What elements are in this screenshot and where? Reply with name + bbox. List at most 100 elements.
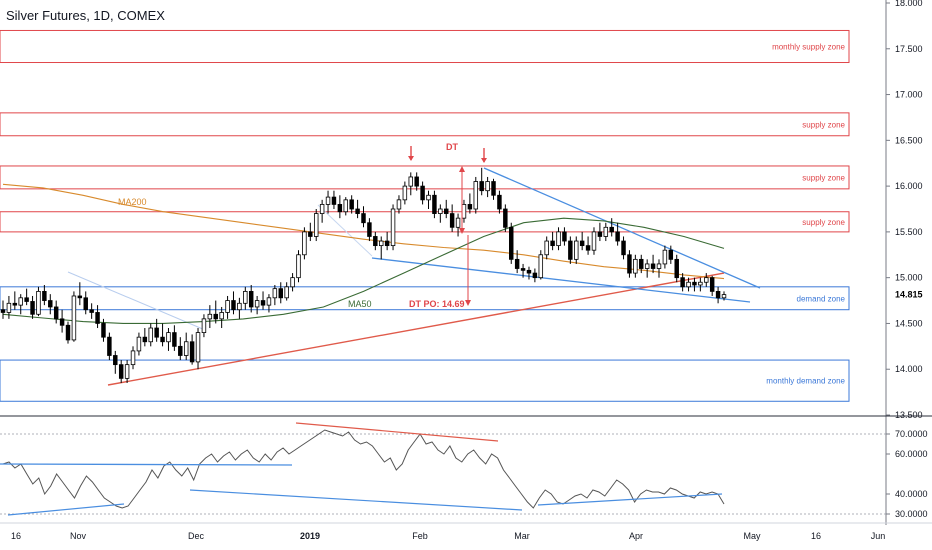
candle-body [698,281,703,286]
osc-tick-label: 70.0000 [895,429,928,439]
price-tick-label: 14.500 [895,318,923,328]
faint-trendline-1 [67,271,206,331]
candle-body [662,249,668,265]
dt-height-arrow-head-down [459,228,465,234]
candle-body [331,196,337,205]
candle-body [148,327,153,343]
candle-body [461,204,467,219]
candle-body [467,204,473,210]
candle-body [680,277,685,288]
dt-po-label: DT PO: 14.69 [409,299,465,309]
candle-body [609,226,614,233]
channel-lower-line [371,257,751,303]
candle-body [124,364,130,379]
time-tick-label: May [743,531,761,541]
candle-body [644,263,650,269]
dt-label: DT [446,142,458,152]
candle-body [520,268,526,271]
candle-body [136,336,142,352]
zone-rect [0,211,850,233]
candle-body [30,301,35,315]
candle-body [266,297,272,306]
candle-body [166,332,171,343]
price-tick-label: 18.000 [895,0,923,8]
candle-body [36,290,41,315]
osc-divergence-line-2 [7,503,125,516]
candle-body [621,240,626,256]
candle-body [0,309,6,313]
time-tick-label: Feb [412,531,428,541]
candle-body [355,208,360,214]
candle-body [497,194,502,210]
chart-title: Silver Futures, 1D, COMEX [6,8,165,23]
faint-trendline-2 [317,204,373,257]
time-tick-label: 16 [811,531,821,541]
candle-body [65,324,71,341]
candle-body [107,336,112,356]
candle-body [532,272,538,279]
candle-body [639,258,644,269]
zone-label: demand zone [797,294,846,303]
candle-body [272,288,278,299]
dt-top-arrow-1-head [408,156,414,161]
candle-body [160,336,165,343]
candle-body [130,350,136,366]
dt-top-arrow-2-head [481,158,487,163]
candle-body [308,231,313,237]
candle-body [260,300,266,306]
osc-divergence-line-3 [537,493,723,506]
candle-body [426,194,431,201]
price-tick-label: 17.000 [895,90,923,100]
price-tick-label: 16.000 [895,181,923,191]
dt-target-arrow-head [465,300,471,306]
candle-body [704,277,709,283]
candle-body [89,309,94,313]
candle-body [254,300,260,308]
candle-body [408,176,414,187]
zone-label: supply zone [802,120,845,129]
candle-body [284,286,289,299]
candle-body [367,222,372,237]
candle-body [627,254,632,274]
candle-body [455,217,461,228]
candle-body [213,313,218,320]
candle-body [656,263,662,269]
zone-label: supply zone [802,173,845,182]
osc-tick-label: 60.0000 [895,449,928,459]
candle-body [48,300,53,308]
candle-body [231,300,236,311]
candle-body [550,240,555,247]
time-tick-label: Mar [514,531,530,541]
price-tick-label: 17.500 [895,44,923,54]
candle-body [603,226,609,237]
candle-body [650,263,656,269]
candle-body [296,254,301,279]
candle-body [444,208,449,214]
candle-body [473,181,479,210]
candle-body [201,318,207,334]
candle-body [562,231,567,242]
candle-body [189,341,195,363]
candle-body [290,277,295,288]
dt-height-arrow-head-up [459,166,465,172]
candle-body [337,204,343,213]
candle-body [349,199,354,210]
zone-rect [0,359,850,402]
price-tick-label: 13.500 [895,410,923,420]
osc-divergence-line-1 [189,489,523,511]
rising-trendline [107,272,725,386]
candle-body [721,294,727,299]
candle-body [195,332,201,363]
candle-body [178,345,183,356]
channel-upper-line [483,167,761,289]
candle-body [503,208,508,228]
candle-body [42,290,47,301]
candle-body [485,181,490,192]
candle-body [420,185,425,201]
candle-body [361,213,366,224]
zone-label: supply zone [802,218,845,227]
candle-body [118,364,124,379]
candle-body [71,295,77,341]
candle-body [674,258,679,279]
